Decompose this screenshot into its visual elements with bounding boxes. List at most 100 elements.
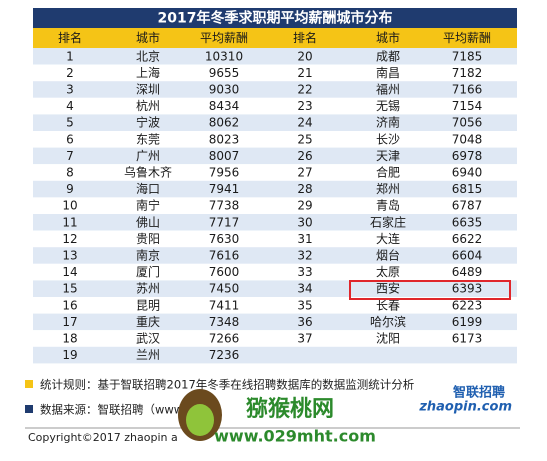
highlight-box (349, 280, 511, 300)
salary-cell: 7616 (209, 249, 240, 263)
salary-cell: 6635 (452, 215, 483, 229)
city-cell: 福州 (376, 82, 400, 97)
salary-cell: 8007 (209, 149, 240, 163)
watermark-url: www.029mht.com (214, 427, 376, 446)
salary-cell: 6622 (452, 232, 483, 246)
column-header: 平均薪酬 (200, 31, 248, 45)
city-cell: 太原 (376, 264, 400, 279)
row-stripe (33, 97, 517, 115)
salary-cell: 6787 (452, 199, 483, 213)
row-stripe (33, 64, 517, 82)
row-stripe (33, 297, 517, 314)
salary-cell: 8062 (209, 116, 240, 130)
rank-cell: 13 (62, 249, 77, 263)
salary-cell: 7236 (209, 348, 240, 362)
row-stripe (33, 313, 517, 331)
city-cell: 兰州 (136, 348, 160, 362)
watermark-name: 猕猴桃网 (246, 397, 334, 422)
salary-cell: 6223 (452, 298, 483, 312)
salary-cell: 6199 (452, 315, 483, 329)
rank-cell: 15 (62, 282, 77, 296)
rank-cell: 27 (297, 166, 312, 180)
salary-cell: 7411 (209, 298, 240, 312)
row-stripe (33, 230, 517, 248)
salary-cell: 7056 (452, 116, 483, 130)
city-cell: 青岛 (376, 198, 400, 213)
city-cell: 杭州 (136, 98, 160, 113)
salary-cell: 6489 (452, 265, 483, 279)
header-row (33, 28, 517, 48)
rank-cell: 22 (297, 83, 312, 97)
city-cell: 南京 (136, 248, 160, 263)
city-cell: 武汉 (136, 332, 160, 346)
rank-cell: 21 (297, 66, 312, 80)
row-stripe (33, 164, 517, 181)
city-cell: 长春 (376, 298, 400, 312)
salary-cell: 7717 (209, 215, 240, 229)
row-stripe (33, 197, 517, 214)
rank-cell: 4 (66, 99, 74, 113)
column-header: 平均薪酬 (443, 31, 491, 45)
city-cell: 厦门 (136, 264, 160, 279)
rank-cell: 28 (297, 182, 312, 196)
city-cell: 郑州 (376, 181, 400, 196)
footer-rule: 统计规则：基于智联招聘2017年冬季在线招聘数据库的数据监测统计分析 (40, 378, 414, 392)
salary-cell: 9655 (209, 66, 240, 80)
title: 2017年冬季求职期平均薪酬城市分布 (158, 10, 393, 27)
city-cell: 西安 (376, 281, 400, 296)
rank-cell: 31 (297, 232, 312, 246)
bullet (25, 405, 33, 413)
salary-cell: 7185 (452, 49, 483, 63)
logo-name: 智联招聘 (453, 385, 505, 401)
city-cell: 上海 (136, 65, 160, 80)
logo-url: zhaopin.com (418, 400, 512, 415)
rank-cell: 23 (297, 99, 312, 113)
city-cell: 天津 (376, 149, 400, 163)
rank-cell: 19 (62, 348, 77, 362)
title-bar (33, 8, 517, 28)
salary-cell: 6940 (452, 166, 483, 180)
salary-cell: 7956 (209, 166, 240, 180)
salary-cell: 7348 (209, 315, 240, 329)
salary-cell: 7600 (209, 265, 240, 279)
column-header: 城市 (136, 30, 160, 45)
salary-cell: 7154 (452, 99, 483, 113)
city-cell: 北京 (136, 49, 160, 63)
city-cell: 合肥 (376, 165, 400, 180)
bullet (25, 380, 33, 388)
rank-cell: 33 (297, 265, 312, 279)
salary-cell: 10310 (205, 49, 243, 63)
rank-cell: 35 (297, 298, 312, 312)
salary-cell: 6815 (452, 182, 483, 196)
city-cell: 苏州 (136, 282, 160, 296)
salary-cell: 7182 (452, 66, 483, 80)
rank-cell: 8 (66, 166, 74, 180)
city-cell: 沈阳 (376, 331, 400, 346)
salary-cell: 7266 (209, 332, 240, 346)
rank-cell: 9 (66, 182, 74, 196)
city-cell: 重庆 (136, 315, 160, 329)
salary-cell: 7941 (209, 182, 240, 196)
city-cell: 广州 (136, 149, 160, 163)
rank-cell: 25 (297, 132, 312, 146)
city-cell: 烟台 (376, 248, 400, 263)
rank-cell: 3 (66, 83, 74, 97)
city-cell: 东莞 (136, 132, 160, 146)
rank-cell: 30 (297, 215, 312, 229)
salary-cell: 6393 (452, 282, 483, 296)
city-cell: 成都 (376, 49, 400, 63)
city-cell: 佛山 (136, 215, 160, 229)
city-cell: 深圳 (136, 83, 160, 97)
rank-cell: 34 (297, 282, 312, 296)
row-stripe (33, 346, 517, 364)
row-stripe (33, 180, 517, 198)
row-stripe (33, 247, 517, 264)
salary-cell: 6978 (452, 149, 483, 163)
city-cell: 宁波 (136, 115, 160, 130)
rank-cell: 14 (62, 265, 77, 279)
salary-cell: 7450 (209, 282, 240, 296)
rank-cell: 36 (297, 315, 312, 329)
row-stripe (33, 131, 517, 148)
rank-cell: 16 (62, 298, 77, 312)
